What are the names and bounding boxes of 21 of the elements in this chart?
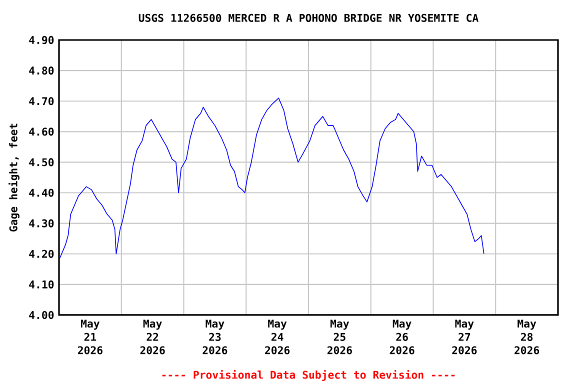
y-tick-label: 4.10: [29, 280, 54, 288]
x-tick-label: May 28 2026: [514, 320, 540, 354]
x-tick-label: May 23 2026: [202, 320, 228, 354]
chart-title: USGS 11266500 MERCED R A POHONO BRIDGE NR YOSEMITE CA: [138, 14, 478, 22]
x-tick-label: May 27 2026: [452, 320, 477, 354]
x-tick-label: May 24 2026: [265, 320, 290, 354]
y-tick-label: 4.50: [29, 158, 54, 166]
x-tick-label: May 26 2026: [390, 320, 414, 354]
y-tick-label: 4.80: [29, 66, 54, 75]
y-tick-label: 4.00: [29, 310, 54, 320]
y-axis-title: Gage height, feet: [8, 124, 20, 232]
y-tick-label: 4.60: [29, 128, 54, 136]
x-tick-label: May 22 2026: [140, 320, 165, 354]
y-tick-label: 4.90: [29, 36, 54, 44]
y-tick-label: 4.30: [29, 219, 54, 228]
y-tick-label: 4.20: [29, 250, 54, 258]
y-tick-label: 4.40: [29, 188, 54, 197]
x-tick-label: May 21 2026: [78, 320, 102, 354]
x-tick-label: May 25 2026: [327, 320, 352, 354]
text: ---- Provisional Data Subject to Revision ----: [162, 370, 455, 381]
y-tick-label: 4.70: [29, 97, 54, 106]
